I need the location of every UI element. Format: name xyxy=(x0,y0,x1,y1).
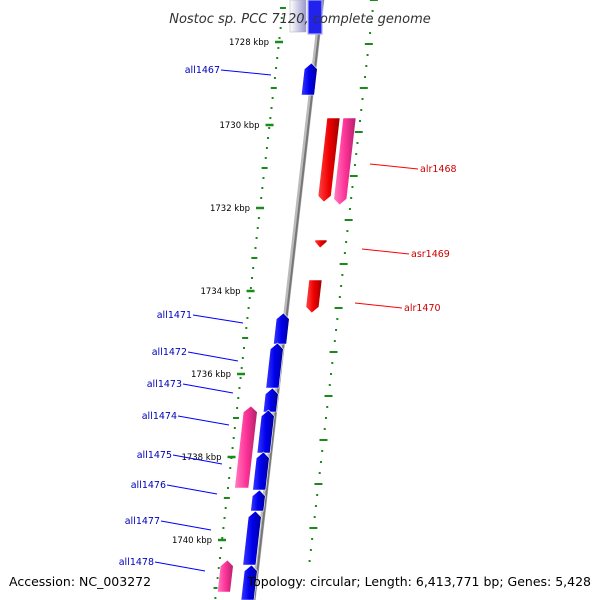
gene-leader-line xyxy=(361,248,410,255)
gene-label-leaders: alr1468 asr1469 alr1470 all1467 all1471 all14… xyxy=(119,65,457,572)
gene-label: asr1469 xyxy=(411,249,450,260)
gene-leader-line xyxy=(154,561,206,572)
gene-label: alr1470 xyxy=(404,303,441,314)
kbp-label: 1728 kbp xyxy=(229,38,269,48)
gene-label: all1475 xyxy=(137,450,172,461)
gene-arrow xyxy=(305,279,323,314)
top-faded-genes xyxy=(289,0,323,35)
gene-leader-line xyxy=(182,383,234,394)
gene-label: all1472 xyxy=(152,347,187,358)
gene-leader-line xyxy=(369,163,419,170)
gene-leader-line xyxy=(166,484,218,495)
kbp-label: 1736 kbp xyxy=(191,370,231,380)
gene-arrow xyxy=(250,489,266,512)
kbp-label: 1730 kbp xyxy=(219,121,259,131)
map-title: Nostoc sp. PCC 7120, complete genome xyxy=(169,12,431,27)
gene-arrow xyxy=(216,559,234,593)
kbp-labels: 1728 kbp 1730 kbp 1732 kbp 1734 kbp 1736 kbp… xyxy=(172,38,284,546)
kbp-label: 1738 kbp xyxy=(181,453,221,463)
gene-arrow xyxy=(262,387,279,413)
gene-leader-line xyxy=(187,351,239,362)
kbp-label: 1740 kbp xyxy=(172,536,212,546)
kbp-label: 1732 kbp xyxy=(210,204,250,214)
gene-leader-line xyxy=(172,454,223,465)
gene-leader-line xyxy=(160,520,212,531)
gene-label: all1476 xyxy=(131,480,166,491)
gene-features xyxy=(216,62,357,600)
gene-arrow xyxy=(300,62,318,96)
gene-arrow xyxy=(242,510,262,566)
gene-leader-line xyxy=(177,415,230,426)
gene-label: all1478 xyxy=(119,557,154,568)
gene-label: all1471 xyxy=(157,310,192,321)
accession-text: Accession: NC_003272 xyxy=(9,574,151,589)
gene-label: alr1468 xyxy=(420,164,457,175)
gene-leader-line xyxy=(354,302,403,309)
gene-arrow xyxy=(273,312,290,345)
tick-marks xyxy=(213,0,378,599)
kbp-label: 1734 kbp xyxy=(200,287,240,297)
gene-arrow xyxy=(234,405,258,489)
gene-label: all1474 xyxy=(142,411,177,422)
gene-arrow xyxy=(333,117,357,206)
gene-arrow xyxy=(317,117,341,203)
gene-label: all1477 xyxy=(125,516,160,527)
gene-label: all1473 xyxy=(147,379,182,390)
genome-summary-text: Topology: circular; Length: 6,413,771 bp… xyxy=(247,574,591,589)
gene-leader-line xyxy=(192,314,244,324)
gene-arrow xyxy=(314,239,328,249)
gene-label: all1467 xyxy=(185,65,220,76)
gene-arrow xyxy=(240,564,258,600)
gene-leader-line xyxy=(220,69,272,76)
